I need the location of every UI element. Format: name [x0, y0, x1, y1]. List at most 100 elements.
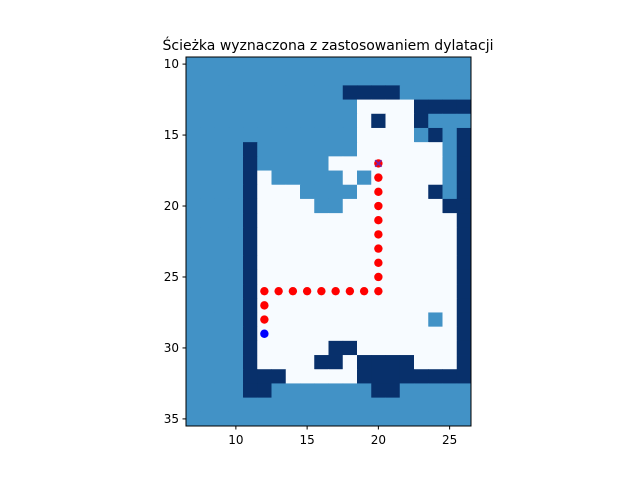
heatmap-cell-free	[342, 369, 358, 384]
heatmap-cell-dilated	[228, 269, 244, 285]
heatmap-cell-dilated	[300, 184, 315, 200]
heatmap-cell-free	[257, 340, 272, 356]
heatmap-cell-obstacle	[428, 127, 443, 143]
heatmap-cell-free	[414, 298, 429, 313]
heatmap-cell-dilated	[314, 142, 329, 157]
heatmap-cell-free	[271, 298, 287, 313]
heatmap-cell-dilated	[257, 127, 272, 143]
heatmap-cell-dilated	[200, 241, 215, 257]
heatmap-cell-free	[285, 255, 301, 271]
chart-title: Ścieżka wyznaczona z zastosowaniem dylat…	[163, 36, 494, 54]
heatmap-cell-obstacle	[357, 355, 372, 370]
heatmap-cell-dilated	[271, 113, 287, 129]
heatmap-cell-free	[285, 312, 301, 328]
heatmap-cell-dilated	[456, 85, 472, 100]
heatmap-cell-dilated	[385, 71, 401, 86]
heatmap-cell-obstacle	[428, 184, 443, 200]
heatmap-cell-dilated	[200, 411, 215, 427]
heatmap-cell-free	[399, 241, 415, 257]
heatmap-cell-free	[271, 241, 287, 257]
heatmap-cell-free	[414, 355, 429, 370]
heatmap-cell-free	[328, 269, 344, 285]
path-point	[317, 286, 326, 296]
heatmap-cell-free	[442, 340, 458, 356]
heatmap-cell-obstacle	[243, 255, 258, 271]
heatmap-cell-dilated	[186, 411, 201, 427]
heatmap-cell-dilated	[442, 127, 458, 143]
heatmap-cell-free	[357, 326, 372, 342]
goal-marker	[374, 159, 383, 168]
heatmap-cell-dilated	[243, 113, 258, 129]
heatmap-cell-dilated	[428, 71, 443, 86]
heatmap-cell-dilated	[228, 227, 244, 242]
heatmap-cell-dilated	[186, 340, 201, 356]
heatmap-cell-free	[300, 340, 315, 356]
heatmap-cell-dilated	[285, 85, 301, 100]
heatmap-cell-dilated	[371, 71, 386, 86]
heatmap-cell-dilated	[214, 71, 230, 86]
heatmap-cell-obstacle	[456, 127, 472, 143]
heatmap-cell-free	[342, 312, 358, 328]
heatmap-cell-obstacle	[371, 383, 386, 399]
heatmap-cell-free	[357, 156, 372, 171]
heatmap-cell-obstacle	[456, 198, 472, 214]
heatmap-cell-dilated	[186, 142, 201, 157]
heatmap-cell-dilated	[328, 85, 344, 100]
heatmap-cell-obstacle	[456, 99, 472, 115]
heatmap-cell-dilated	[300, 170, 315, 186]
heatmap-cell-dilated	[214, 85, 230, 100]
heatmap-cell-free	[300, 269, 315, 285]
heatmap-cell-free	[399, 170, 415, 186]
heatmap-cell-dilated	[399, 411, 415, 427]
heatmap-cell-free	[357, 99, 372, 115]
heatmap-cell-obstacle	[456, 284, 472, 299]
heatmap-cell-free	[314, 298, 329, 313]
heatmap-cell-dilated	[200, 397, 215, 413]
heatmap-cell-dilated	[257, 156, 272, 171]
heatmap-cell-dilated	[300, 397, 315, 413]
heatmap-cell-free	[428, 241, 443, 257]
heatmap-cell-free	[285, 269, 301, 285]
heatmap-cell-obstacle	[342, 340, 358, 356]
heatmap-cell-free	[385, 127, 401, 143]
heatmap-cell-dilated	[399, 57, 415, 72]
heatmap-cell-free	[385, 142, 401, 157]
heatmap-cell-dilated	[271, 71, 287, 86]
heatmap-cell-dilated	[300, 85, 315, 100]
heatmap-cell-free	[371, 326, 386, 342]
heatmap-cell-dilated	[357, 57, 372, 72]
heatmap-cell-dilated	[314, 127, 329, 143]
heatmap-cell-free	[428, 340, 443, 356]
heatmap-cell-dilated	[314, 99, 329, 115]
heatmap-cell-dilated	[271, 142, 287, 157]
path-point	[260, 315, 269, 324]
heatmap-cell-dilated	[186, 57, 201, 72]
heatmap-cell-dilated	[414, 57, 429, 72]
heatmap-cell-free	[442, 241, 458, 257]
heatmap-cell-dilated	[285, 99, 301, 115]
heatmap-cell-dilated	[186, 156, 201, 171]
heatmap-cell-dilated	[214, 170, 230, 186]
heatmap-cell-free	[399, 227, 415, 242]
heatmap-cell-free	[385, 255, 401, 271]
heatmap-cell-free	[314, 326, 329, 342]
heatmap-cell-dilated	[414, 397, 429, 413]
heatmap-cell-obstacle	[442, 369, 458, 384]
heatmap-cell-dilated	[342, 99, 358, 115]
heatmap-cell-free	[271, 184, 287, 200]
heatmap-cell-free	[271, 213, 287, 228]
heatmap-cell-dilated	[200, 57, 215, 72]
heatmap-cell-free	[428, 227, 443, 242]
heatmap-cell-obstacle	[328, 355, 344, 370]
heatmap-cell-obstacle	[257, 369, 272, 384]
heatmap-cell-free	[371, 127, 386, 143]
heatmap-cell-obstacle	[243, 326, 258, 342]
heatmap-cell-dilated	[243, 85, 258, 100]
heatmap-cell-obstacle	[243, 284, 258, 299]
heatmap-cell-obstacle	[243, 142, 258, 157]
heatmap-cell-obstacle	[357, 85, 372, 100]
heatmap-cell-dilated	[214, 355, 230, 370]
heatmap-cell-free	[342, 355, 358, 370]
heatmap-cell-dilated	[228, 184, 244, 200]
heatmap-cell-dilated	[456, 383, 472, 399]
